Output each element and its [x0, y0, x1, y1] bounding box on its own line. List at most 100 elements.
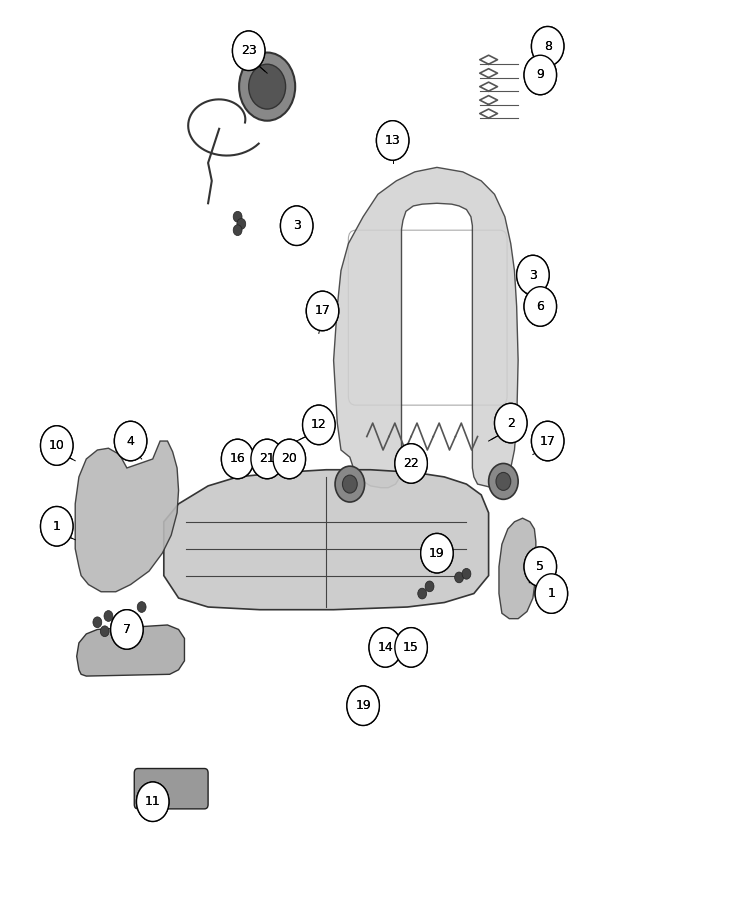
Text: 7: 7: [123, 623, 131, 636]
Circle shape: [524, 547, 556, 587]
Circle shape: [114, 421, 147, 461]
Text: 3: 3: [529, 268, 536, 282]
Circle shape: [531, 421, 564, 461]
Circle shape: [249, 64, 285, 109]
Text: 2: 2: [507, 417, 515, 429]
Circle shape: [462, 569, 471, 580]
Text: 3: 3: [293, 220, 301, 232]
Circle shape: [251, 439, 283, 479]
PathPatch shape: [499, 518, 536, 618]
Text: 21: 21: [259, 453, 275, 465]
Text: 4: 4: [127, 435, 135, 447]
Circle shape: [524, 547, 556, 587]
Circle shape: [280, 206, 313, 246]
Circle shape: [306, 292, 339, 330]
Circle shape: [136, 782, 169, 822]
Circle shape: [137, 601, 146, 612]
Text: 8: 8: [544, 40, 551, 53]
Circle shape: [248, 449, 257, 460]
Text: 13: 13: [385, 134, 401, 147]
Circle shape: [531, 26, 564, 66]
Circle shape: [302, 405, 335, 445]
Text: 3: 3: [529, 268, 536, 282]
Circle shape: [395, 444, 428, 483]
Circle shape: [280, 206, 313, 246]
Circle shape: [531, 26, 564, 66]
Circle shape: [418, 589, 427, 598]
Circle shape: [369, 627, 402, 667]
Text: 10: 10: [49, 439, 64, 452]
Text: 21: 21: [259, 453, 275, 465]
Text: 17: 17: [539, 435, 556, 447]
Text: 12: 12: [311, 418, 327, 431]
Text: 2: 2: [507, 417, 515, 429]
Circle shape: [273, 439, 305, 479]
PathPatch shape: [76, 625, 185, 676]
Circle shape: [110, 609, 143, 649]
Text: 6: 6: [536, 300, 544, 313]
Text: 17: 17: [315, 304, 330, 318]
Circle shape: [104, 610, 113, 621]
Text: 23: 23: [241, 44, 256, 58]
Text: 5: 5: [536, 560, 545, 573]
Circle shape: [421, 534, 453, 573]
Circle shape: [110, 609, 143, 649]
Circle shape: [524, 287, 556, 326]
Circle shape: [93, 616, 102, 627]
Text: 19: 19: [355, 699, 371, 712]
Text: 16: 16: [230, 453, 245, 465]
Circle shape: [531, 421, 564, 461]
Text: 3: 3: [293, 220, 301, 232]
Text: 1: 1: [548, 587, 555, 600]
Circle shape: [535, 574, 568, 613]
FancyBboxPatch shape: [348, 230, 507, 405]
Text: 19: 19: [429, 546, 445, 560]
Text: 17: 17: [315, 304, 330, 318]
PathPatch shape: [75, 441, 179, 592]
Circle shape: [233, 31, 265, 70]
Text: 5: 5: [536, 560, 545, 573]
Text: 7: 7: [123, 623, 131, 636]
Circle shape: [369, 627, 402, 667]
Circle shape: [233, 212, 242, 222]
Text: 10: 10: [49, 439, 64, 452]
Text: 1: 1: [548, 587, 555, 600]
Circle shape: [421, 534, 453, 573]
Circle shape: [41, 426, 73, 465]
Circle shape: [376, 121, 409, 160]
Circle shape: [306, 292, 339, 330]
Circle shape: [259, 445, 268, 455]
Circle shape: [233, 31, 265, 70]
Text: 19: 19: [355, 699, 371, 712]
Circle shape: [41, 507, 73, 546]
Circle shape: [395, 444, 428, 483]
Circle shape: [222, 439, 254, 479]
Circle shape: [494, 403, 527, 443]
Text: 1: 1: [53, 520, 61, 533]
Circle shape: [535, 574, 568, 613]
Text: 16: 16: [230, 453, 245, 465]
Text: 1: 1: [53, 520, 61, 533]
Circle shape: [347, 686, 379, 725]
Text: 19: 19: [429, 546, 445, 560]
Text: 15: 15: [403, 641, 419, 654]
Circle shape: [342, 475, 357, 493]
Text: 17: 17: [539, 435, 556, 447]
Text: 14: 14: [377, 641, 393, 654]
Circle shape: [237, 219, 246, 230]
Circle shape: [455, 572, 464, 583]
PathPatch shape: [164, 470, 488, 609]
Circle shape: [239, 52, 295, 121]
Text: 14: 14: [377, 641, 393, 654]
Circle shape: [273, 439, 305, 479]
Circle shape: [524, 55, 556, 94]
Circle shape: [376, 121, 409, 160]
Text: 8: 8: [544, 40, 551, 53]
Circle shape: [425, 581, 434, 592]
Circle shape: [222, 439, 254, 479]
Circle shape: [233, 225, 242, 236]
Circle shape: [524, 55, 556, 94]
Circle shape: [256, 455, 265, 466]
Circle shape: [395, 627, 428, 667]
Circle shape: [302, 405, 335, 445]
